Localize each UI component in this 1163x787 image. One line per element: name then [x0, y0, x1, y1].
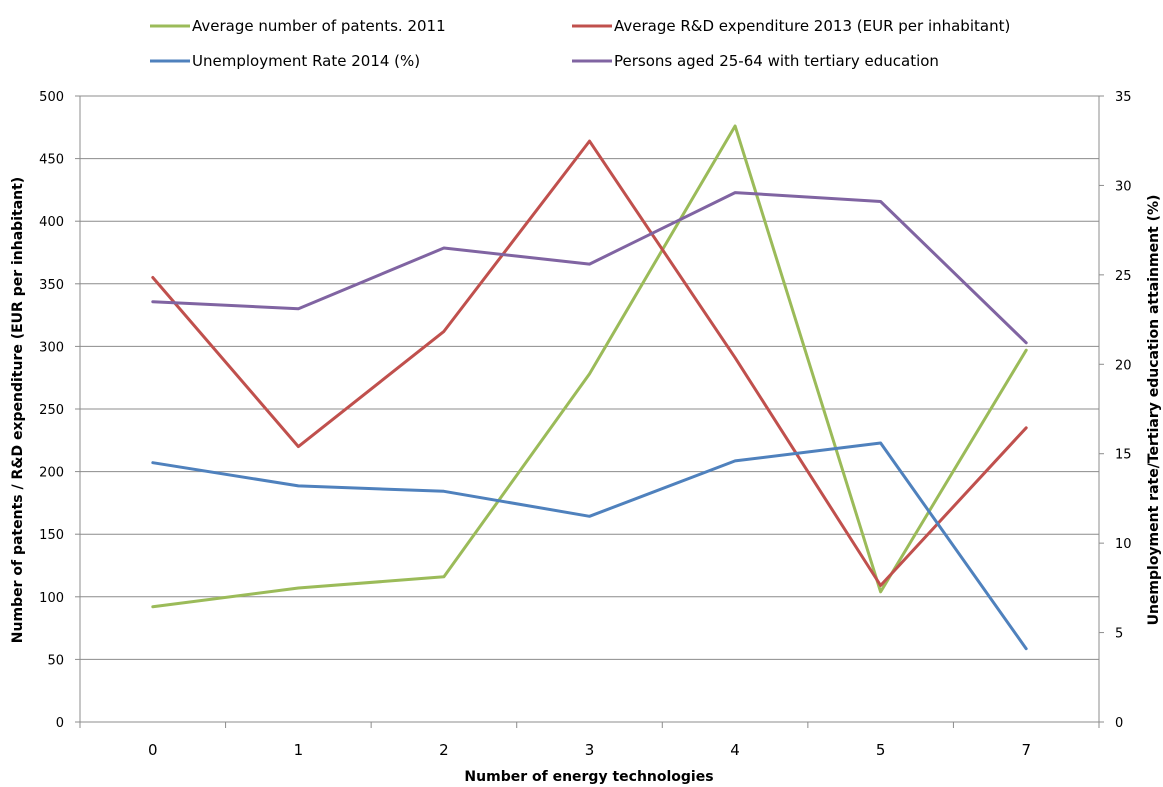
left-y-tick-label: 400: [39, 215, 64, 230]
legend-label: Average R&D expenditure 2013 (EUR per in…: [614, 17, 1010, 35]
left-y-tick-label: 150: [39, 528, 64, 543]
x-tick-label: 7: [1021, 741, 1031, 759]
legend-label: Unemployment Rate 2014 (%): [192, 52, 420, 70]
left-y-axis-ticks: 0 50 100 150 200 250 300 350 400 450 500: [39, 90, 64, 731]
legend-item-2: Average R&D expenditure 2013 (EUR per in…: [572, 17, 1010, 35]
left-y-tick-label: 50: [47, 653, 64, 668]
left-y-tick-label: 350: [39, 278, 64, 293]
right-y-axis-ticks: 0 5 10 15 20 25 30 35: [1115, 90, 1132, 731]
x-tick-label: 4: [730, 741, 740, 759]
left-y-tick-label: 0: [56, 716, 64, 731]
right-y-tick-label: 20: [1115, 358, 1132, 373]
right-y-tick-label: 35: [1115, 90, 1132, 105]
right-y-tick-label: 5: [1115, 627, 1123, 642]
x-axis-title: Number of energy technologies: [464, 769, 713, 785]
x-tick-label: 5: [876, 741, 886, 759]
right-y-tick-label: 25: [1115, 269, 1132, 284]
legend: Average number of patents. 2011 Average R…: [150, 17, 1010, 70]
right-y-tick-label: 10: [1115, 537, 1132, 552]
right-y-tick-label: 30: [1115, 179, 1132, 194]
series-line-1: [151, 124, 1028, 609]
legend-item-4: Persons aged 25-64 with tertiary educati…: [572, 52, 939, 70]
x-tick-label: 1: [294, 741, 304, 759]
x-tick-label: 0: [148, 741, 158, 759]
right-y-tick-label: 0: [1115, 716, 1123, 731]
left-y-tick-label: 250: [39, 403, 64, 418]
legend-item-3: Unemployment Rate 2014 (%): [150, 52, 420, 70]
legend-item-1: Average number of patents. 2011: [150, 17, 446, 35]
axes: [75, 95, 1104, 728]
series-line-3: [151, 441, 1028, 651]
left-y-tick-label: 100: [39, 591, 64, 606]
left-y-tick-label: 200: [39, 466, 64, 481]
left-y-tick-label: 300: [39, 340, 64, 355]
series-line-4: [151, 191, 1028, 345]
gridlines: [80, 95, 1099, 660]
right-y-tick-label: 15: [1115, 448, 1132, 463]
legend-label: Persons aged 25-64 with tertiary educati…: [614, 52, 939, 70]
left-y-axis-title: Number of patents / R&D expenditure (EUR…: [10, 177, 26, 643]
series-lines: [151, 124, 1028, 651]
x-tick-label: 3: [585, 741, 595, 759]
right-y-axis-title: Unemployment rate/Tertiary education att…: [1146, 195, 1162, 626]
x-axis-ticks: 0 1 2 3 4 5 7: [148, 741, 1031, 759]
legend-label: Average number of patents. 2011: [192, 17, 446, 35]
left-y-tick-label: 500: [39, 90, 64, 105]
left-y-tick-label: 450: [39, 153, 64, 168]
series-line-2: [151, 139, 1028, 587]
x-tick-label: 2: [439, 741, 449, 759]
